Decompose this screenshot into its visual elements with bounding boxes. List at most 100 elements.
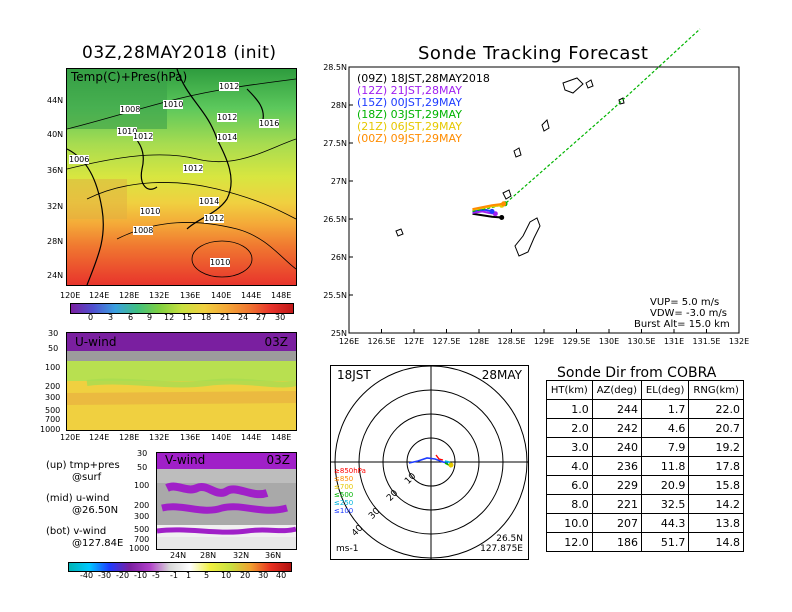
param-burst: Burst Alt= 15.0 km xyxy=(634,319,730,330)
colorbar-tick: -30 xyxy=(98,571,112,580)
table-cell: 19.2 xyxy=(688,437,744,457)
colorbar-tick: 0 xyxy=(88,313,94,322)
table-cell: 236 xyxy=(591,456,642,476)
isobar-label: 1010 xyxy=(140,207,161,216)
u-wind-label: U-wind xyxy=(75,335,117,349)
lon-label: 124E xyxy=(89,291,110,300)
level-label: ≤100 xyxy=(334,507,354,515)
lon-label: 132E xyxy=(149,291,170,300)
colorbar-tick: 5 xyxy=(204,571,210,580)
isobar-label: 1012 xyxy=(217,113,238,122)
isobar-label: 1010 xyxy=(210,258,231,267)
colorbar-tick: 6 xyxy=(128,313,134,322)
colorbar-tick: 3 xyxy=(108,313,114,322)
col-header: AZ(deg) xyxy=(591,380,642,400)
x-tick-label: 127.5E xyxy=(433,337,461,346)
x-tick-label: 132E xyxy=(729,337,749,346)
lon-label: 140E xyxy=(211,433,232,442)
lat-label: 28N xyxy=(47,237,64,246)
colorbar-tick: 1 xyxy=(186,571,192,580)
p-label: 30 xyxy=(48,329,59,338)
track-endpoint xyxy=(499,215,505,220)
x-tick-label: 130.5E xyxy=(628,337,656,346)
table-cell: 12.0 xyxy=(546,532,593,552)
lon-label: 120E xyxy=(60,291,81,300)
level-label: ≤850 xyxy=(334,475,354,483)
isobar-label: 1010 xyxy=(163,100,184,109)
y-tick-label: 28N xyxy=(331,101,347,110)
colorbar-tick: -10 xyxy=(134,571,148,580)
table-row: 4.0 236 11.8 17.8 xyxy=(546,456,744,476)
polar-time: 18JST xyxy=(337,368,371,382)
lat-label: 32N xyxy=(233,551,250,560)
v-wind-time: 03Z xyxy=(266,453,291,467)
table-row: 10.0 207 44.3 13.8 xyxy=(546,513,744,533)
track-endpoint xyxy=(489,208,495,214)
p-label: 300 xyxy=(45,393,61,402)
p-label: 200 xyxy=(134,501,150,510)
note-mid: (mid) u-wind xyxy=(46,493,110,504)
level-label: ≥850hPa xyxy=(334,467,366,475)
lat-label: 44N xyxy=(47,96,64,105)
y-tick-label: 27.5N xyxy=(323,139,347,148)
colorbar-tick: 21 xyxy=(220,313,231,322)
colorbar-tick: 18 xyxy=(201,313,212,322)
y-tick-label: 28.5N xyxy=(323,63,347,72)
hodo-point xyxy=(448,462,454,468)
p-label: 1000 xyxy=(40,425,61,434)
table-cell: 6.0 xyxy=(546,475,593,495)
y-tick-label: 26.5N xyxy=(323,215,347,224)
table-cell: 2.0 xyxy=(546,418,593,438)
track-legend-item: (18Z) 03JST,29MAY xyxy=(357,108,462,121)
track-legend-item: (12Z) 21JST,28MAY xyxy=(357,84,462,97)
tracking-chart: 126E 126.5E 127E 127.5E 128E 128.5E 129E 129.5E… xyxy=(323,28,749,346)
v-wind-label: V-wind xyxy=(165,453,206,467)
table-row: 3.0 240 7.9 19.2 xyxy=(546,437,744,457)
table-cell: 221 xyxy=(591,494,642,514)
lat-label: 32N xyxy=(47,202,64,211)
track-endpoint xyxy=(501,201,507,207)
track-legend-item: (09Z) 18JST,28MAY2018 xyxy=(357,72,490,85)
level-label: ≤250 xyxy=(334,499,354,507)
colorbar-tick: 15 xyxy=(182,313,193,322)
table-cell: 8.0 xyxy=(546,494,593,514)
table-cell: 1.7 xyxy=(640,399,690,419)
colorbar-tick: 10 xyxy=(221,571,232,580)
lon-label: 144E xyxy=(241,291,262,300)
p-label: 1000 xyxy=(129,544,150,553)
lon-label: 136E xyxy=(180,291,201,300)
colorbar-tick: 27 xyxy=(256,313,267,322)
table-cell: 1.0 xyxy=(546,399,593,419)
note-up-2: @surf xyxy=(72,472,102,483)
isobar-label: 1012 xyxy=(183,164,204,173)
level-label: ≤500 xyxy=(334,491,354,499)
p-label: 500 xyxy=(134,525,150,534)
isobar-label: 1012 xyxy=(219,82,240,91)
table-cell: 32.5 xyxy=(640,494,690,514)
table-row: 2.0 242 4.6 20.7 xyxy=(546,418,744,438)
table-cell: 20.7 xyxy=(688,418,744,438)
table-cell: 4.0 xyxy=(546,456,593,476)
table-row: 8.0 221 32.5 14.2 xyxy=(546,494,744,514)
u-wind-time: 03Z xyxy=(264,335,289,349)
track-legend-item: (00Z) 09JST,29MAY xyxy=(357,132,462,145)
p-label: 50 xyxy=(48,344,59,353)
colorbar-tick: 9 xyxy=(147,313,153,322)
table-cell: 11.8 xyxy=(640,456,690,476)
polar-units: ms-1 xyxy=(336,544,359,554)
tracking-title: Sonde Tracking Forecast xyxy=(418,43,649,64)
lon-label: 136E xyxy=(180,433,201,442)
isobar-label: 1014 xyxy=(217,133,238,142)
p-label: 200 xyxy=(45,382,61,391)
lon-label: 144E xyxy=(241,433,262,442)
isobar-label: 1016 xyxy=(259,119,280,128)
x-tick-label: 127E xyxy=(404,337,424,346)
table-cell: 7.9 xyxy=(640,437,690,457)
note-bot: (bot) v-wind xyxy=(46,526,107,537)
param-vup: VUP= 5.0 m/s xyxy=(650,297,720,308)
note-mid-2: @26.50N xyxy=(72,505,119,516)
y-tick-label: 25N xyxy=(331,329,347,338)
table-cell: 4.6 xyxy=(640,418,690,438)
u-wind-graphic xyxy=(67,333,296,430)
table-cell: 51.7 xyxy=(640,532,690,552)
